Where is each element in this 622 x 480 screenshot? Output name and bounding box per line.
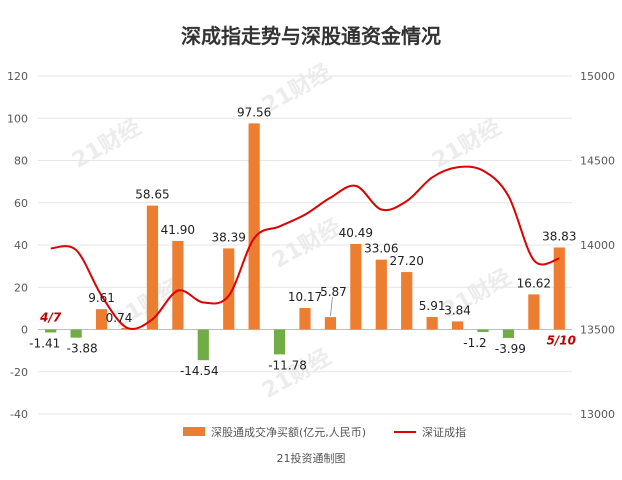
- left-tick-label: 80: [14, 155, 28, 168]
- legend: 深股通成交净买额(亿元,人民币) 深证成指: [183, 425, 466, 439]
- bar: [146, 205, 159, 330]
- bar: [375, 259, 387, 330]
- left-tick-label: -40: [10, 408, 28, 421]
- bar-value-label: 41.90: [161, 223, 195, 237]
- watermark-2: 21财经: [428, 114, 506, 174]
- bar-value-label: 5.91: [419, 299, 446, 313]
- bar-value-label: -3.99: [495, 342, 526, 356]
- bar: [273, 329, 286, 355]
- bar-labels: -1.41 -3.88 9.61 0.74 58.65 41.90 -14.54 38.39 9…: [29, 105, 576, 378]
- bar: [248, 123, 260, 330]
- bar: [299, 308, 311, 330]
- right-axis: 13000 13500 14000 14500 15000: [580, 70, 615, 421]
- bar-value-label: 3.84: [444, 303, 471, 317]
- bar-value-label: 9.61: [88, 291, 115, 305]
- left-tick-label: 0: [21, 324, 28, 337]
- line-series: [50, 165, 560, 331]
- left-tick-label: 40: [14, 239, 28, 252]
- left-axis: -40 -20 0 20 40 60 80 100 120: [7, 70, 28, 421]
- bar-value-label: -1.2: [463, 336, 486, 350]
- bar: [528, 294, 540, 330]
- bar: [45, 329, 57, 333]
- bar-value-label: 16.62: [517, 276, 551, 290]
- bar-value-label: 27.20: [390, 254, 424, 268]
- watermark-4: 21财经: [268, 214, 346, 274]
- bar: [223, 248, 235, 330]
- bar-value-label: 0.74: [106, 311, 133, 325]
- watermark-6: 21财经: [258, 344, 336, 404]
- left-tick-label: 100: [7, 112, 28, 125]
- bar: [350, 243, 362, 330]
- bar: [324, 317, 337, 330]
- watermark-0: 21财经: [68, 114, 146, 174]
- date-labels: 4/7 5/10: [39, 311, 576, 348]
- right-tick-label: 14500: [580, 155, 615, 168]
- bar: [502, 329, 515, 338]
- date-label: 5/10: [547, 334, 576, 348]
- right-tick-label: 13500: [580, 324, 615, 337]
- legend-bar-swatch: [183, 427, 205, 436]
- right-tick-label: 13000: [580, 408, 615, 421]
- left-tick-label: -20: [10, 366, 28, 379]
- right-tick-label: 14000: [580, 239, 615, 252]
- legend-line-label: 深证成指: [422, 425, 466, 439]
- bar: [95, 309, 108, 330]
- bar-value-label: -3.88: [67, 342, 98, 356]
- bar: [172, 240, 184, 330]
- bar-value-label: 40.49: [339, 226, 373, 240]
- legend-bar-label: 深股通成交净买额(亿元,人民币): [211, 425, 366, 439]
- bar-value-label: -1.41: [29, 336, 60, 350]
- bar-series: [45, 123, 565, 361]
- source-label: 21投资通制图: [277, 451, 346, 465]
- label-leader-line: [330, 297, 333, 317]
- bar: [477, 329, 489, 333]
- date-label: 4/7: [39, 311, 62, 325]
- right-tick-label: 15000: [580, 70, 615, 83]
- bar-value-label: 5.87: [320, 285, 347, 299]
- chart-title: 深成指走势与深股通资金情况: [181, 24, 441, 48]
- bar-value-label: 97.56: [237, 105, 271, 119]
- bar: [70, 329, 82, 338]
- bar: [451, 321, 464, 330]
- bar-value-label: 38.83: [542, 229, 576, 243]
- left-tick-label: 120: [7, 70, 28, 83]
- left-tick-label: 20: [14, 281, 28, 294]
- bar: [426, 317, 438, 330]
- bar-value-label: -14.54: [180, 364, 219, 378]
- index-line: [50, 165, 560, 331]
- bar: [401, 272, 413, 330]
- bar-value-label: -11.78: [268, 358, 307, 372]
- left-tick-label: 60: [14, 197, 28, 210]
- bar-value-label: 58.65: [135, 188, 169, 202]
- bar-value-label: 38.39: [212, 230, 246, 244]
- bar: [553, 247, 565, 330]
- bar-value-label: 10.17: [288, 290, 322, 304]
- bar: [197, 329, 209, 361]
- bar-value-label: 33.06: [364, 242, 398, 256]
